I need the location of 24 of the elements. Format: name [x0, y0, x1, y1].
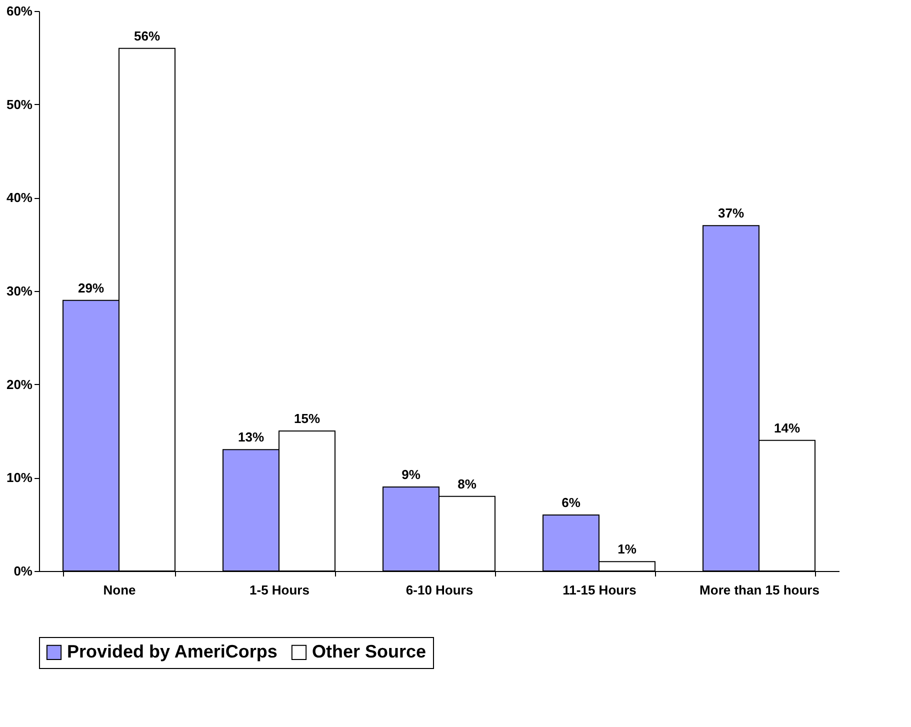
data-label: 6% [562, 495, 581, 510]
x-tick-label: None [103, 582, 136, 598]
data-label: 56% [134, 28, 160, 44]
y-tick-label: 40% [6, 190, 33, 206]
data-label: 13% [238, 430, 264, 445]
legend-label: Other Source [312, 641, 426, 662]
data-label: 8% [458, 476, 477, 492]
legend-label: Provided by AmeriCorps [67, 641, 278, 662]
y-tick-label: 10% [6, 470, 33, 486]
data-label: 29% [78, 280, 104, 296]
y-tick-label: 20% [6, 376, 33, 392]
x-tick-label: More than 15 hours [700, 582, 820, 598]
y-tick-label: 50% [6, 96, 33, 112]
data-label: 14% [774, 420, 800, 436]
data-label: 1% [618, 542, 637, 557]
y-tick-label: 0% [14, 564, 33, 578]
x-tick-label: 11-15 Hours [562, 582, 636, 598]
x-tick-label: 1-5 Hours [250, 582, 310, 598]
y-tick-label: 60% [6, 4, 33, 18]
data-label: 37% [718, 206, 744, 221]
y-tick-label: 30% [6, 284, 33, 298]
x-tick-label: 6-10 Hours [406, 582, 474, 598]
data-label: 9% [402, 467, 421, 482]
data-label: 15% [294, 411, 320, 426]
